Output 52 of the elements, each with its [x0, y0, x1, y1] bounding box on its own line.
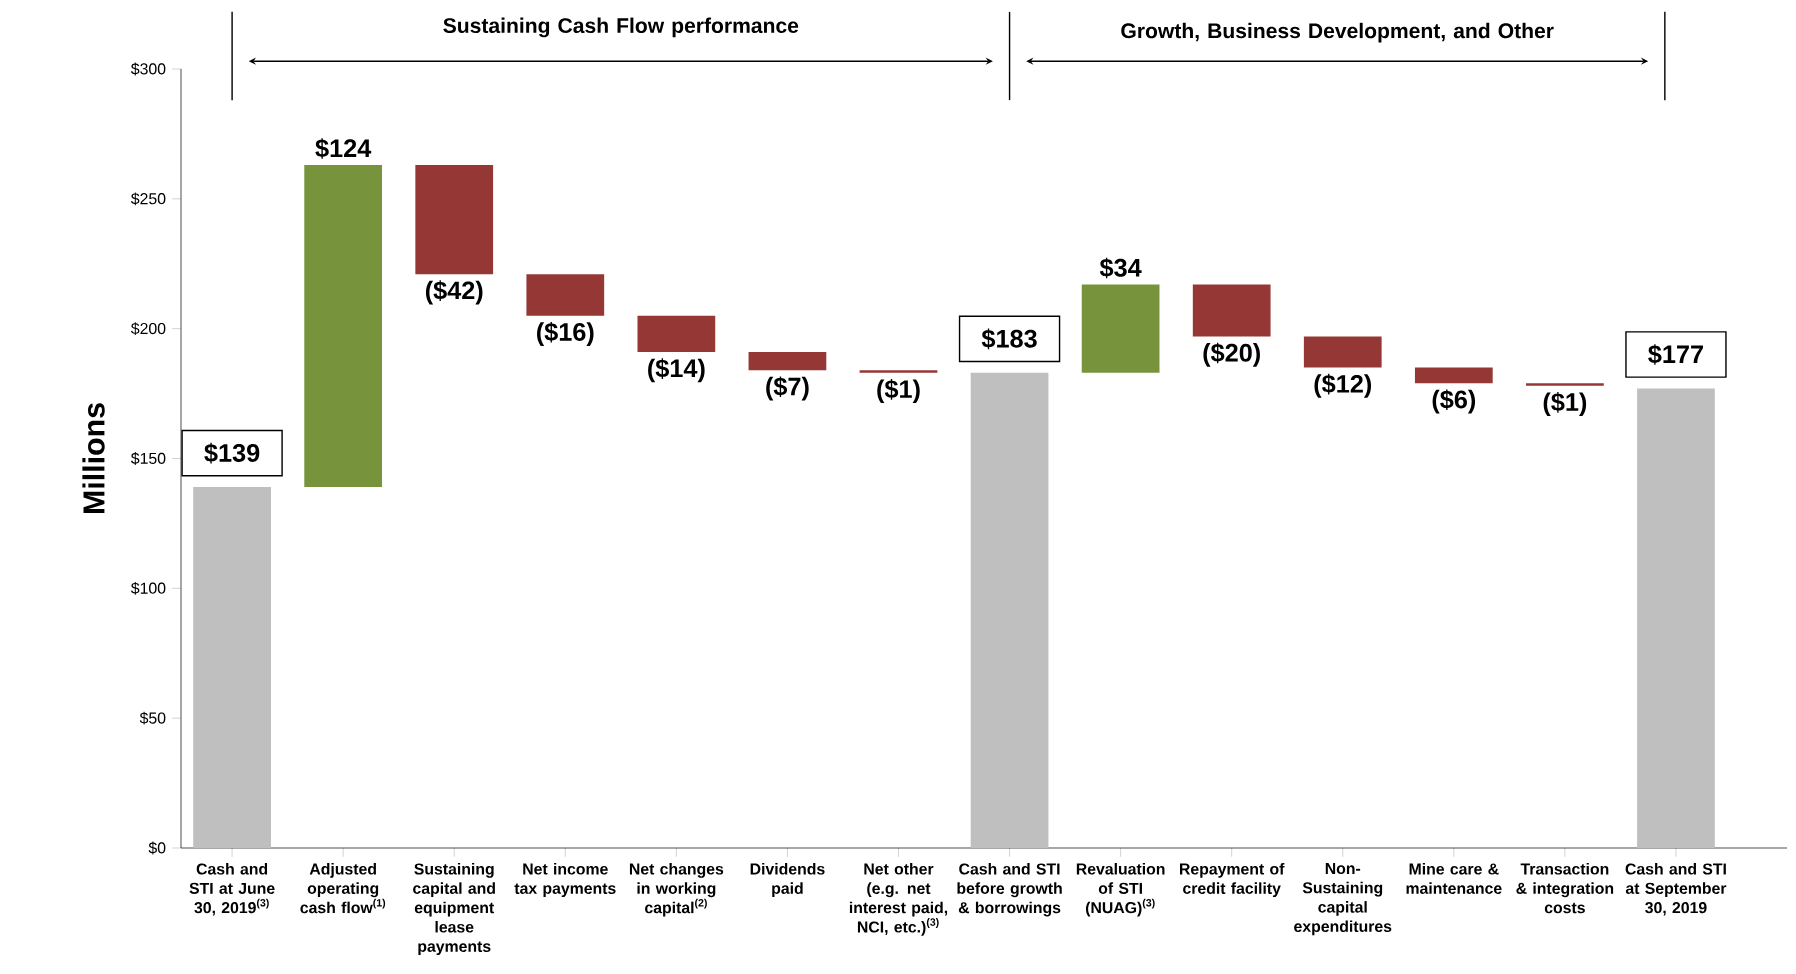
text: Growth, Business Development, and Other: [1121, 22, 1554, 43]
data-label: ($7): [766, 376, 809, 401]
data-label: ($6): [1432, 389, 1476, 414]
y-tick-label: $100: [130, 581, 166, 595]
x-tick-label: Cash and STI at September 30, 2019: [1625, 862, 1727, 916]
y-tick-label: $150: [130, 452, 166, 465]
data-label: $139: [204, 442, 260, 464]
data-label: ($16): [537, 321, 594, 346]
x-tick-label: Repayment of credit facility: [1180, 862, 1285, 898]
bar: [859, 370, 938, 373]
x-tick-label: Adjusted operating cash flow$^{(1)}$: [300, 862, 386, 914]
bar: [970, 372, 1049, 848]
bar: [526, 274, 605, 316]
x-tick-label: Mine care & maintenance: [1406, 862, 1502, 894]
y-tick-label: $0: [148, 841, 166, 855]
data-label: $183: [981, 328, 1037, 350]
data-label: $34: [1099, 257, 1142, 279]
x-tick-label: Cash and STI at June 30, 2019$^{(3)}$: [189, 862, 275, 916]
bar: [193, 487, 271, 848]
text: Sustaining Cash Flow performance: [443, 17, 799, 38]
bar: [1081, 284, 1160, 373]
bar: [748, 352, 827, 371]
y-axis-title: Millions: [82, 403, 105, 513]
y-tick-label: $50: [139, 711, 166, 725]
data-label: ($12): [1314, 373, 1372, 398]
y-tick-label: $300: [130, 62, 166, 76]
bar: [1526, 383, 1604, 386]
data-label: ($42): [425, 280, 483, 305]
x-tick-label: Sustaining capital and equipment lease payments: [413, 862, 495, 956]
bar: [637, 315, 716, 353]
data-label: $177: [1648, 344, 1703, 365]
x-tick-label: Net income tax payments: [514, 862, 616, 898]
y-tick-label: $250: [130, 192, 166, 206]
data-label: ($14): [648, 358, 705, 383]
x-tick-label: Revaluation of STI (NUAG)$^{(3)}$: [1076, 862, 1165, 917]
x-tick-label: Transaction & integration costs: [1516, 862, 1614, 914]
x-tick-label: Net changes in working capital$^{(2)}$: [629, 862, 724, 917]
x-tick-label: Cash and STI before growth & borrowings: [957, 862, 1062, 917]
bar: [415, 165, 494, 275]
x-tick-label: Non-Sustaining capital expenditures: [1294, 862, 1392, 936]
data-label: ($20): [1203, 342, 1260, 367]
bar: [1637, 388, 1715, 848]
bar: [304, 165, 383, 488]
data-label: ($1): [1543, 392, 1587, 417]
y-tick-label: $200: [130, 322, 166, 336]
bar: [1192, 284, 1271, 337]
bar: [1414, 367, 1493, 384]
x-tick-label: Net other (e.g. net interest paid, NCI, etc.)$^{(3)}$: [849, 862, 948, 936]
data-label: $124: [315, 138, 372, 159]
x-tick-label: Dividends paid: [750, 862, 825, 898]
data-label: ($1): [877, 379, 920, 404]
bar: [1303, 336, 1382, 368]
